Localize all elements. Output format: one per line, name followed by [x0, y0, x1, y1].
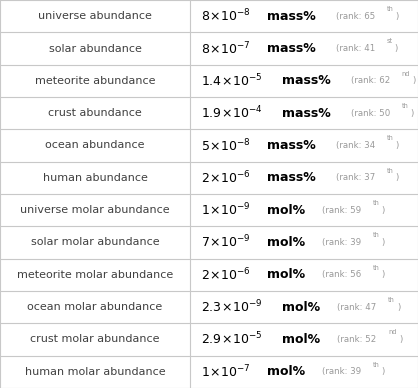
- Text: human abundance: human abundance: [43, 173, 148, 183]
- Text: th: th: [387, 6, 393, 12]
- Text: (rank: 39: (rank: 39: [322, 238, 361, 247]
- Text: (rank: 62: (rank: 62: [351, 76, 390, 85]
- Text: ): ): [395, 12, 399, 21]
- Text: $1.4\!\times\!10^{-5}$: $1.4\!\times\!10^{-5}$: [201, 73, 262, 89]
- Text: mol%: mol%: [282, 301, 320, 314]
- Text: th: th: [387, 168, 393, 174]
- Text: th: th: [373, 265, 380, 271]
- Text: th: th: [388, 297, 395, 303]
- Text: (rank: 41: (rank: 41: [336, 44, 375, 53]
- Text: ): ): [397, 303, 400, 312]
- Text: mol%: mol%: [267, 236, 305, 249]
- Text: crust abundance: crust abundance: [48, 108, 142, 118]
- Text: ): ): [394, 44, 398, 53]
- Text: (rank: 39: (rank: 39: [322, 367, 361, 376]
- Text: ocean molar abundance: ocean molar abundance: [28, 302, 163, 312]
- Text: crust molar abundance: crust molar abundance: [31, 334, 160, 345]
- Text: th: th: [387, 135, 393, 141]
- Text: $2.9\!\times\!10^{-5}$: $2.9\!\times\!10^{-5}$: [201, 331, 262, 348]
- Text: (rank: 65: (rank: 65: [336, 12, 375, 21]
- Text: (rank: 34: (rank: 34: [336, 141, 375, 150]
- Text: mol%: mol%: [267, 204, 305, 217]
- Text: mass%: mass%: [267, 171, 316, 184]
- Text: $2.3\!\times\!10^{-9}$: $2.3\!\times\!10^{-9}$: [201, 299, 262, 315]
- Text: $1.9\!\times\!10^{-4}$: $1.9\!\times\!10^{-4}$: [201, 105, 262, 121]
- Text: $1\!\times\!10^{-9}$: $1\!\times\!10^{-9}$: [201, 202, 250, 218]
- Text: mol%: mol%: [267, 268, 305, 281]
- Text: universe abundance: universe abundance: [38, 11, 152, 21]
- Text: solar molar abundance: solar molar abundance: [31, 237, 159, 248]
- Text: th: th: [372, 232, 380, 238]
- Text: human molar abundance: human molar abundance: [25, 367, 166, 377]
- Text: universe molar abundance: universe molar abundance: [20, 205, 170, 215]
- Text: meteorite abundance: meteorite abundance: [35, 76, 155, 86]
- Text: ): ): [381, 367, 385, 376]
- Text: (rank: 56: (rank: 56: [322, 270, 362, 279]
- Text: mol%: mol%: [267, 365, 305, 378]
- Text: mass%: mass%: [282, 74, 331, 87]
- Text: meteorite molar abundance: meteorite molar abundance: [17, 270, 173, 280]
- Text: $7\!\times\!10^{-9}$: $7\!\times\!10^{-9}$: [201, 234, 250, 251]
- Text: ): ): [399, 335, 402, 344]
- Text: ): ): [411, 109, 414, 118]
- Text: mol%: mol%: [282, 333, 320, 346]
- Text: $1\!\times\!10^{-7}$: $1\!\times\!10^{-7}$: [201, 364, 250, 380]
- Text: st: st: [386, 38, 393, 44]
- Text: $8\!\times\!10^{-8}$: $8\!\times\!10^{-8}$: [201, 8, 250, 24]
- Text: mass%: mass%: [282, 107, 331, 120]
- Text: ): ): [381, 238, 385, 247]
- Text: (rank: 59: (rank: 59: [322, 206, 361, 215]
- Text: $2\!\times\!10^{-6}$: $2\!\times\!10^{-6}$: [201, 170, 250, 186]
- Text: mass%: mass%: [267, 42, 315, 55]
- Text: solar abundance: solar abundance: [48, 43, 142, 54]
- Text: ): ): [382, 270, 385, 279]
- Text: ): ): [413, 76, 416, 85]
- Text: mass%: mass%: [267, 10, 316, 23]
- Text: ): ): [395, 173, 399, 182]
- Text: ): ): [381, 206, 385, 215]
- Text: ): ): [395, 141, 399, 150]
- Text: th: th: [372, 362, 380, 368]
- Text: (rank: 52: (rank: 52: [337, 335, 377, 344]
- Text: th: th: [402, 103, 409, 109]
- Text: nd: nd: [388, 329, 397, 335]
- Text: $8\!\times\!10^{-7}$: $8\!\times\!10^{-7}$: [201, 40, 250, 57]
- Text: th: th: [372, 200, 380, 206]
- Text: (rank: 50: (rank: 50: [351, 109, 390, 118]
- Text: nd: nd: [402, 71, 410, 77]
- Text: $2\!\times\!10^{-6}$: $2\!\times\!10^{-6}$: [201, 267, 250, 283]
- Text: mass%: mass%: [267, 139, 316, 152]
- Text: $5\!\times\!10^{-8}$: $5\!\times\!10^{-8}$: [201, 137, 250, 154]
- Text: (rank: 37: (rank: 37: [336, 173, 375, 182]
- Text: ocean abundance: ocean abundance: [45, 140, 145, 151]
- Text: (rank: 47: (rank: 47: [337, 303, 377, 312]
